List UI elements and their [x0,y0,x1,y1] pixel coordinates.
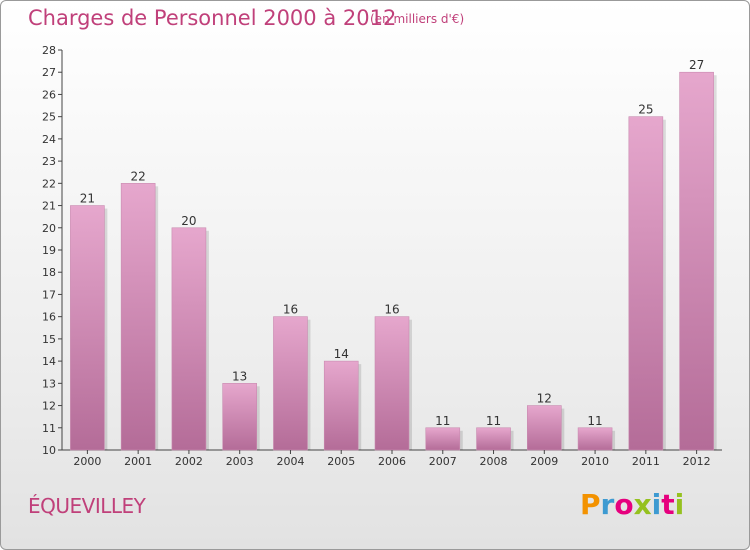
bar-value-label: 11 [435,414,450,428]
commune-name: ÉQUEVILLEY [28,494,146,518]
logo-letter: t [661,488,675,521]
x-tick-label: 2000 [73,455,101,468]
x-tick-label: 2009 [530,455,558,468]
logo-letter: o [614,488,634,521]
y-tick-label: 13 [42,377,56,390]
bar [425,427,461,451]
bar-value-label: 14 [334,347,349,361]
y-tick-label: 19 [42,244,56,257]
bar [476,427,511,451]
bar-value-label: 27 [689,58,704,72]
bar [120,183,156,451]
y-tick-label: 22 [42,177,56,190]
bar-value-label: 12 [537,392,552,406]
proxiti-logo[interactable]: Proxiti [580,488,684,521]
logo-letter: r [600,488,615,521]
y-tick-label: 23 [42,155,56,168]
bar-value-label: 13 [232,369,247,383]
chart-subtitle: (en milliers d'€) [370,12,465,26]
bar-value-label: 25 [638,103,653,117]
x-tick-label: 2012 [683,455,711,468]
bar [679,71,714,451]
logo-letter: i [674,488,685,521]
y-tick-label: 25 [42,111,56,124]
y-tick-label: 27 [42,66,56,79]
x-tick-label: 2006 [378,455,406,468]
x-tick-label: 2004 [276,455,304,468]
chart-title: Charges de Personnel 2000 à 2012 [28,6,397,30]
y-tick-label: 10 [42,444,56,457]
y-tick-label: 28 [42,44,56,57]
bar-value-label: 11 [486,414,501,428]
y-tick-label: 18 [42,266,56,279]
bar [323,360,359,451]
bar-value-label: 20 [181,214,196,228]
bar-value-label: 16 [384,303,399,317]
y-tick-label: 17 [42,288,56,301]
logo-letter: i [651,488,662,521]
y-tick-label: 21 [42,200,56,213]
plot-area: 10 11 12 13 14 15 16 17 18 19 20 21 22 23 24 25 26 27 28 21… [42,44,722,468]
logo-letter: P [580,488,601,521]
y-tick-label: 24 [42,133,56,146]
bar [527,405,562,451]
bar [628,116,664,451]
bar [577,427,613,451]
x-tick-label: 2010 [581,455,609,468]
bar [70,205,105,451]
bar-value-label: 22 [131,169,146,183]
bar [171,227,207,451]
bar [273,316,308,451]
x-tick-label: 2003 [226,455,254,468]
bar [374,316,410,451]
logo-letter: x [633,488,652,521]
y-tick-label: 20 [42,222,56,235]
x-tick-label: 2008 [480,455,508,468]
x-tick-label: 2001 [124,455,152,468]
y-tick-label: 14 [42,355,56,368]
bar [222,383,257,451]
y-tick-label: 12 [42,400,56,413]
y-tick-label: 11 [42,422,56,435]
x-tick-label: 2007 [429,455,457,468]
x-tick-label: 2002 [175,455,203,468]
y-tick-label: 15 [42,333,56,346]
bar-value-label: 11 [587,414,602,428]
x-tick-label: 2011 [632,455,660,468]
bar-value-label: 21 [80,192,95,206]
bar-value-label: 16 [283,303,298,317]
y-tick-label: 16 [42,311,56,324]
y-tick-label: 26 [42,88,56,101]
x-tick-label: 2005 [327,455,355,468]
